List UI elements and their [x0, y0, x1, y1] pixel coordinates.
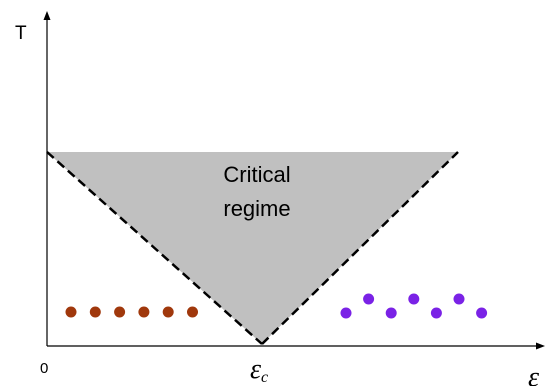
left-dot [138, 306, 150, 318]
left-dot-group [65, 306, 198, 318]
right-dot [408, 293, 420, 305]
right-dot-group [340, 293, 488, 319]
right-dot [453, 293, 465, 305]
right-dot [340, 307, 352, 319]
critical-point-symbol: ε [250, 354, 261, 385]
left-dot [187, 306, 198, 318]
region-label-line2: regime [223, 196, 290, 221]
origin-label: 0 [40, 360, 48, 377]
critical-point-label: εc [250, 354, 268, 386]
y-axis-label: T [15, 23, 27, 44]
left-dot [162, 306, 174, 318]
right-dot [430, 307, 442, 319]
right-dot [476, 307, 488, 319]
left-dot [65, 306, 77, 318]
left-dot [89, 306, 101, 318]
x-axis-label: ε [528, 362, 539, 386]
left-boundary-dashed-line [46, 151, 263, 345]
right-boundary-dashed-line [261, 151, 459, 345]
left-dot [114, 306, 126, 318]
y-axis-arrow-icon [43, 11, 51, 20]
right-dot [363, 293, 375, 305]
critical-point-subscript: c [261, 369, 268, 386]
critical-regime-region [47, 152, 458, 344]
region-label-line1: Critical [223, 162, 290, 187]
right-dot [385, 307, 397, 319]
x-axis-arrow-icon [536, 342, 545, 350]
